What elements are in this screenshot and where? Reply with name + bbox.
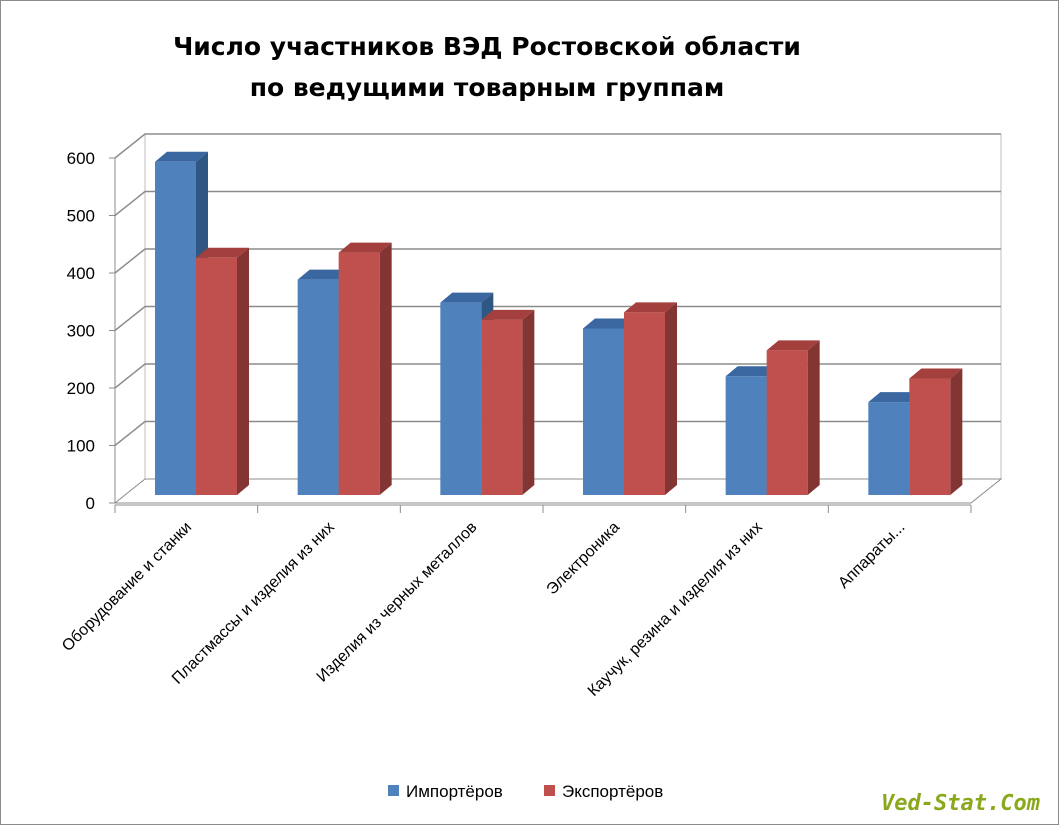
gridline [114,305,1001,332]
gridline [114,420,1001,447]
bar [909,368,963,495]
bar-top [338,242,392,253]
gridline [114,133,1001,159]
bar [338,242,392,495]
bar-front [155,161,196,495]
bar-top [297,269,351,280]
bar [196,247,249,495]
y-tick-labels: 0 100 200 300 400 500 600 [67,149,95,513]
legend-swatch-exporters [544,785,555,796]
bar-front [583,328,624,495]
category-label: Аппараты... [835,519,908,592]
legend-label-importers: Импортёров [406,782,503,801]
legend-label-exporters: Экспортёров [562,782,663,801]
category-label: Оборудование и станки [59,519,195,655]
bar-front [909,378,951,495]
watermark: Ved-Stat.Com [881,791,1040,816]
bar [481,309,535,495]
legend: Импортёров Экспортёров [388,782,663,801]
bar-top [909,368,963,379]
chart-title-line-1: Число участников ВЭД Ростовской области [173,32,801,61]
axes [109,133,972,513]
y-tick-label: 100 [67,437,95,456]
bar-front [481,319,523,495]
bar-top [440,292,494,303]
y-tick-label: 200 [67,379,95,398]
category-label: Пластмассы и изделия из них [169,519,338,688]
y-axis-depth [114,133,146,159]
bar-top [481,309,535,320]
y-tick-label: 0 [86,494,95,513]
bars [155,151,963,495]
bar-front [440,302,482,495]
bar-side [807,340,820,495]
bar [766,340,820,495]
y-tick-label: 400 [67,264,95,283]
bar-top [624,302,677,313]
bar-top [196,247,249,258]
bar-side [665,302,677,495]
bar-top [155,151,208,162]
bar-top [725,366,779,377]
bar-front [725,376,767,495]
bar-top [583,318,636,329]
category-label: Электроника [544,519,624,599]
gridline [114,363,1001,389]
bar-side [379,242,392,495]
y-tick-label: 600 [67,149,95,168]
category-label: Изделия из черных металлов [314,519,481,686]
bar-side [950,368,963,495]
y-tick-label: 500 [67,207,95,226]
bar-front [297,279,339,495]
bar [624,302,677,495]
gridline [114,248,1001,274]
legend-swatch-importers [388,785,399,796]
bar-side [237,247,249,495]
chart-title-line-2: по ведущими товарным группам [250,73,725,102]
category-label: Каучук, резина и изделия из них [585,519,766,700]
y-tick-label: 300 [67,322,95,341]
gridline [114,190,1001,217]
bar-front [338,252,380,495]
bar-top [868,392,922,403]
bar-front [766,350,808,495]
bar-side [522,309,535,495]
bar-front [624,312,665,495]
bar-front [868,402,910,495]
bar-top [766,340,820,351]
bar-front [196,257,237,495]
